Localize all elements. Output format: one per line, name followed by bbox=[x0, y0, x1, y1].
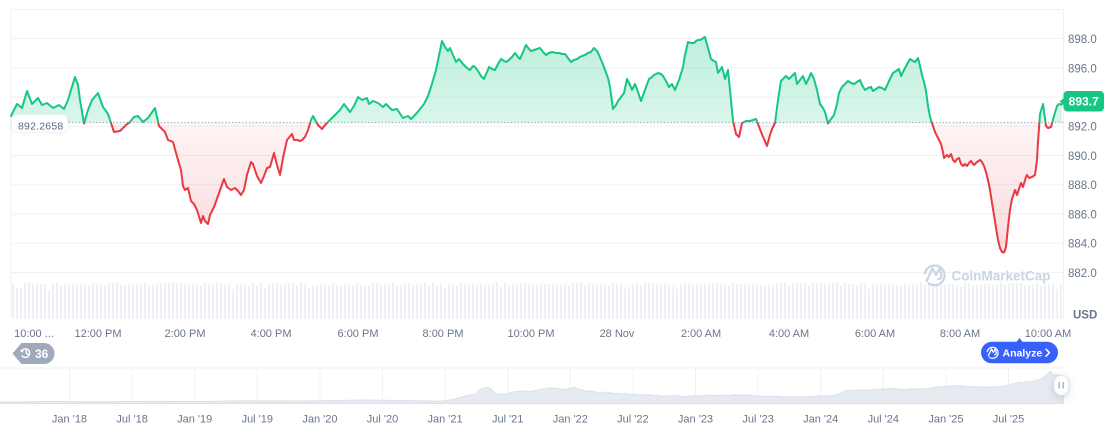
svg-text:Jan '23: Jan '23 bbox=[678, 414, 713, 426]
svg-text:888.0: 888.0 bbox=[1068, 180, 1097, 192]
svg-text:886.0: 886.0 bbox=[1068, 209, 1097, 221]
svg-text:Jan '18: Jan '18 bbox=[52, 414, 87, 426]
svg-text:Jan '20: Jan '20 bbox=[302, 414, 337, 426]
svg-text:10:00 PM: 10:00 PM bbox=[507, 328, 554, 340]
svg-text:Jan '22: Jan '22 bbox=[553, 414, 588, 426]
svg-text:Jul '24: Jul '24 bbox=[868, 414, 899, 426]
svg-text:884.0: 884.0 bbox=[1068, 239, 1097, 251]
svg-text:10:00 AM: 10:00 AM bbox=[1025, 328, 1071, 340]
svg-text:892.2658: 892.2658 bbox=[18, 121, 63, 133]
svg-text:Jul '20: Jul '20 bbox=[367, 414, 398, 426]
svg-text:2:00 AM: 2:00 AM bbox=[681, 328, 721, 340]
svg-text:Jul '25: Jul '25 bbox=[993, 414, 1024, 426]
svg-text:Jul '21: Jul '21 bbox=[492, 414, 523, 426]
svg-text:12:00 PM: 12:00 PM bbox=[74, 328, 121, 340]
svg-text:2:00 PM: 2:00 PM bbox=[165, 328, 206, 340]
svg-text:Jan '21: Jan '21 bbox=[428, 414, 463, 426]
svg-text:USD: USD bbox=[1073, 310, 1097, 322]
svg-text:4:00 PM: 4:00 PM bbox=[251, 328, 292, 340]
svg-text:Jan '25: Jan '25 bbox=[928, 414, 963, 426]
svg-text:28 Nov: 28 Nov bbox=[600, 328, 635, 340]
svg-text:6:00 PM: 6:00 PM bbox=[338, 328, 379, 340]
svg-text:Jul '18: Jul '18 bbox=[116, 414, 147, 426]
svg-text:8:00 PM: 8:00 PM bbox=[423, 328, 464, 340]
svg-text:Jan '19: Jan '19 bbox=[177, 414, 212, 426]
svg-text:10:00 ...: 10:00 ... bbox=[14, 328, 54, 340]
svg-text:4:00 AM: 4:00 AM bbox=[769, 328, 809, 340]
svg-text:893.7: 893.7 bbox=[1069, 95, 1099, 109]
svg-text:8:00 AM: 8:00 AM bbox=[940, 328, 980, 340]
svg-text:890.0: 890.0 bbox=[1068, 151, 1097, 163]
svg-text:Jul '22: Jul '22 bbox=[617, 414, 648, 426]
svg-text:882.0: 882.0 bbox=[1068, 268, 1097, 280]
svg-text:896.0: 896.0 bbox=[1068, 63, 1097, 75]
svg-text:Jan '24: Jan '24 bbox=[803, 414, 838, 426]
svg-text:6:00 AM: 6:00 AM bbox=[855, 328, 895, 340]
svg-text:36: 36 bbox=[35, 347, 49, 361]
svg-text:898.0: 898.0 bbox=[1068, 34, 1097, 46]
svg-text:Analyze: Analyze bbox=[1003, 347, 1043, 359]
svg-text:Jul '23: Jul '23 bbox=[742, 414, 773, 426]
svg-text:892.0: 892.0 bbox=[1068, 122, 1097, 134]
svg-text:Jul '19: Jul '19 bbox=[242, 414, 273, 426]
svg-text:CoinMarketCap: CoinMarketCap bbox=[952, 269, 1051, 284]
